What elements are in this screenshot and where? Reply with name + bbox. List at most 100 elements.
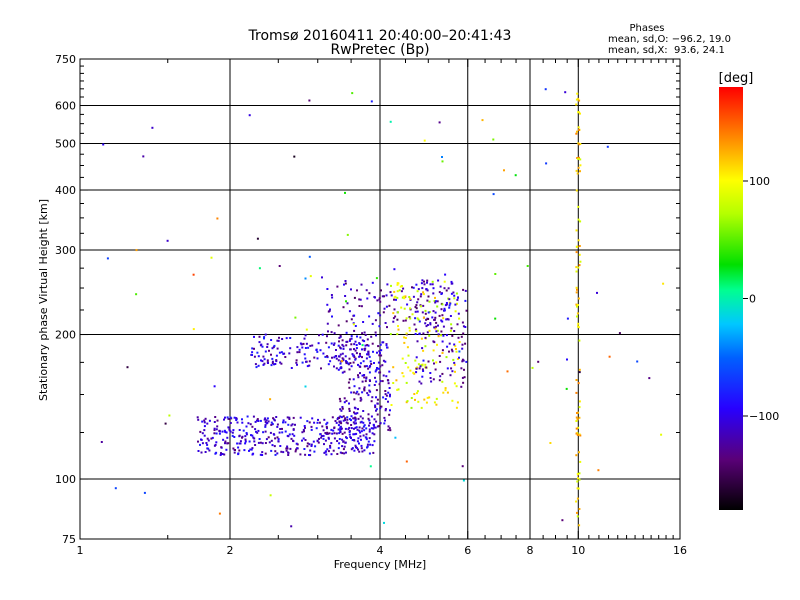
data-point: [416, 340, 419, 343]
data-point: [388, 427, 391, 430]
data-point: [409, 369, 412, 372]
data-point: [439, 360, 442, 363]
data-point: [430, 380, 433, 383]
data-point: [373, 418, 376, 421]
data-point: [417, 363, 420, 366]
data-point: [257, 429, 260, 432]
data-point: [275, 416, 278, 418]
data-point: [438, 121, 441, 124]
data-point: [374, 406, 377, 409]
data-point: [335, 357, 338, 360]
data-point: [426, 331, 429, 334]
data-point: [461, 321, 464, 324]
data-point: [341, 406, 344, 408]
data-point: [575, 132, 578, 135]
data-point: [359, 415, 362, 418]
data-point: [349, 348, 352, 351]
data-point: [356, 412, 359, 415]
data-point: [100, 441, 103, 443]
data-point: [366, 443, 369, 446]
data-point: [410, 397, 413, 399]
data-point: [341, 438, 344, 441]
data-point: [342, 415, 345, 418]
data-point: [427, 311, 430, 314]
data-point: [437, 333, 440, 336]
data-point: [301, 361, 304, 364]
data-point: [358, 298, 361, 301]
data-point: [481, 119, 484, 122]
data-point: [320, 436, 323, 439]
data-point: [273, 433, 276, 436]
data-point: [362, 434, 365, 437]
data-point: [492, 138, 495, 141]
data-point: [222, 438, 225, 441]
data-point: [224, 440, 227, 443]
data-point: [359, 372, 361, 375]
data-point: [432, 292, 435, 295]
data-point: [576, 418, 579, 421]
data-point: [353, 427, 355, 430]
data-point: [388, 413, 391, 416]
data-point: [261, 442, 264, 445]
data-point: [358, 387, 361, 390]
data-point: [253, 335, 255, 338]
data-point: [367, 353, 370, 356]
data-point: [368, 389, 371, 392]
data-point: [236, 421, 239, 424]
data-point: [396, 311, 399, 314]
data-point: [337, 324, 340, 327]
data-point: [575, 291, 578, 294]
data-point: [345, 361, 348, 364]
data-point: [207, 439, 210, 442]
data-point: [435, 321, 438, 324]
data-point: [367, 352, 370, 355]
data-point: [339, 400, 342, 403]
data-point: [394, 436, 397, 439]
data-point: [396, 333, 399, 336]
data-point: [429, 322, 432, 325]
data-point: [216, 419, 219, 422]
data-point: [248, 440, 251, 443]
data-point: [356, 390, 359, 393]
data-point: [392, 366, 395, 369]
data-point: [371, 281, 374, 284]
data-point: [384, 322, 387, 324]
data-point: [344, 441, 347, 444]
data-point: [227, 417, 230, 420]
data-point: [346, 416, 349, 419]
data-point: [350, 343, 353, 346]
colorbar-ticks: 100 0 −100: [743, 175, 779, 423]
data-point: [306, 442, 309, 445]
data-point: [350, 427, 353, 430]
data-point: [435, 330, 438, 333]
data-point: [441, 160, 444, 163]
data-point: [577, 126, 580, 129]
data-point: [575, 432, 578, 435]
data-point: [437, 324, 439, 327]
data-point: [306, 420, 309, 423]
data-point: [316, 439, 319, 442]
x-tick-label: 4: [377, 544, 384, 557]
data-point: [353, 433, 356, 436]
data-point: [351, 439, 354, 441]
data-point: [326, 421, 329, 424]
data-point: [361, 348, 363, 351]
data-point: [424, 336, 427, 339]
data-point: [464, 299, 467, 302]
data-point: [577, 382, 580, 385]
data-point: [336, 285, 339, 288]
data-point: [465, 360, 468, 363]
data-point: [322, 434, 325, 437]
data-point: [264, 421, 267, 423]
data-point: [366, 392, 369, 395]
data-point: [363, 449, 366, 452]
data-point: [433, 300, 436, 302]
data-point: [426, 396, 429, 399]
data-point: [214, 452, 217, 455]
data-point: [662, 282, 665, 285]
data-point: [408, 326, 411, 329]
data-point: [293, 434, 296, 437]
data-point: [330, 294, 333, 296]
data-point: [295, 442, 298, 445]
data-point: [378, 367, 381, 370]
